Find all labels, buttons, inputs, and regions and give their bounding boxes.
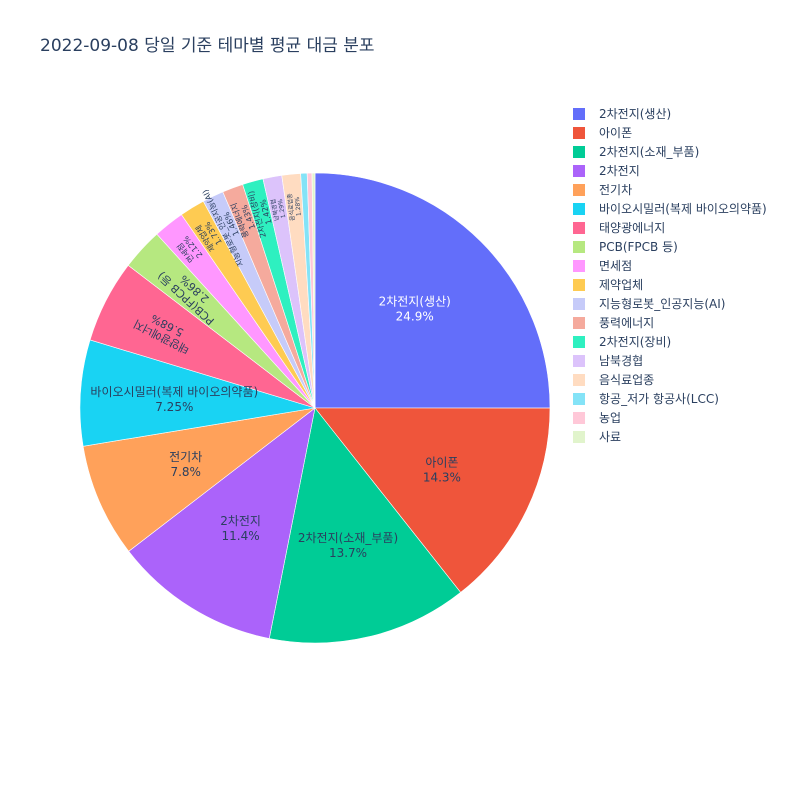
legend-label: 2차전지(장비) bbox=[599, 335, 671, 349]
legend-item[interactable]: 바이오시밀러(복제 바이오의약품) bbox=[573, 201, 767, 216]
slice-label: 음식료업종1.28% bbox=[286, 192, 304, 221]
slice-label: 2차전지(생산) 24.9% bbox=[379, 294, 451, 323]
slice-label: 바이오시밀러(복제 바이오의약품) 7.25% bbox=[90, 384, 258, 414]
legend-item[interactable]: 제약업체 bbox=[573, 277, 643, 292]
legend-swatch bbox=[573, 336, 585, 348]
legend-label: 2차전지 bbox=[599, 164, 640, 178]
legend-label: 2차전지(생산) bbox=[599, 107, 671, 121]
pie-slice[interactable] bbox=[128, 407, 316, 639]
legend-label: PCB(FPCB 등) bbox=[599, 240, 678, 254]
legend-label: 제약업체 bbox=[599, 277, 643, 292]
legend-label: 음식료업종 bbox=[599, 373, 654, 387]
legend-label: 아이폰 bbox=[599, 126, 632, 140]
pie-slice[interactable] bbox=[268, 407, 462, 644]
legend-item[interactable]: 2차전지(생산) bbox=[573, 107, 671, 121]
pie-slice[interactable] bbox=[314, 407, 551, 593]
slice-label: 전기차 7.8% bbox=[169, 450, 202, 479]
legend-item[interactable]: 남북경협 bbox=[573, 354, 643, 368]
pie-slice[interactable] bbox=[314, 172, 551, 409]
legend-label: 남북경협 bbox=[599, 354, 643, 368]
legend-label: 전기차 bbox=[599, 183, 632, 197]
legend-item[interactable]: 사료 bbox=[573, 430, 621, 444]
pie-slice[interactable] bbox=[79, 339, 316, 447]
legend-label: 바이오시밀러(복제 바이오의약품) bbox=[599, 201, 767, 216]
legend-label: 태양광에너지 bbox=[599, 221, 665, 235]
legend-swatch bbox=[573, 393, 585, 405]
legend-swatch bbox=[573, 222, 585, 234]
legend-swatch bbox=[573, 165, 585, 177]
legend-swatch bbox=[573, 412, 585, 424]
legend-swatch bbox=[573, 108, 585, 120]
pie-slice[interactable] bbox=[311, 172, 316, 409]
slice-label: 남북경협1.29% bbox=[269, 197, 288, 221]
legend-item[interactable]: 아이폰 bbox=[573, 126, 632, 140]
legend-swatch bbox=[573, 298, 585, 310]
legend-swatch bbox=[573, 146, 585, 158]
legend-item[interactable]: 면세점 bbox=[573, 259, 632, 273]
legend-item[interactable]: 농업 bbox=[573, 411, 621, 425]
slice-label: 2차전지 11.4% bbox=[220, 514, 261, 543]
legend-item[interactable]: PCB(FPCB 등) bbox=[573, 240, 678, 254]
legend-swatch bbox=[573, 279, 585, 291]
legend-label: 풍력에너지 bbox=[599, 316, 654, 330]
legend-swatch bbox=[573, 374, 585, 386]
legend-swatch bbox=[573, 203, 585, 215]
legend-item[interactable]: 지능형로봇_인공지능(AI) bbox=[573, 297, 725, 311]
legend-swatch bbox=[573, 184, 585, 196]
legend-item[interactable]: 음식료업종 bbox=[573, 373, 654, 387]
pie-slices bbox=[79, 172, 551, 644]
legend-label: 사료 bbox=[599, 430, 621, 444]
legend-swatch bbox=[573, 241, 585, 253]
legend-swatch bbox=[573, 431, 585, 443]
legend-item[interactable]: 태양광에너지 bbox=[573, 221, 665, 235]
legend-item[interactable]: 풍력에너지 bbox=[573, 316, 654, 330]
legend-label: 지능형로봇_인공지능(AI) bbox=[599, 297, 725, 311]
legend-item[interactable]: 2차전지 bbox=[573, 164, 640, 178]
chart-title: 2022-09-08 당일 기준 테마별 평균 대금 분포 bbox=[40, 36, 375, 56]
legend-swatch bbox=[573, 355, 585, 367]
legend-label: 농업 bbox=[599, 411, 621, 425]
legend-swatch bbox=[573, 260, 585, 272]
legend-swatch bbox=[573, 317, 585, 329]
legend-item[interactable]: 전기차 bbox=[573, 183, 632, 197]
legend-label: 면세점 bbox=[599, 259, 632, 273]
legend-item[interactable]: 2차전지(소재_부품) bbox=[573, 145, 699, 159]
legend-item[interactable]: 2차전지(장비) bbox=[573, 335, 671, 349]
pie-slice[interactable] bbox=[82, 407, 316, 552]
slice-label: 아이폰 14.3% bbox=[423, 456, 461, 485]
legend-label: 항공_저가 항공사(LCC) bbox=[599, 392, 719, 406]
legend-label: 2차전지(소재_부품) bbox=[599, 145, 699, 159]
slice-label: 2차전지(소재_부품) 13.7% bbox=[298, 531, 398, 560]
legend-item[interactable]: 항공_저가 항공사(LCC) bbox=[573, 392, 719, 406]
legend-swatch bbox=[573, 127, 585, 139]
